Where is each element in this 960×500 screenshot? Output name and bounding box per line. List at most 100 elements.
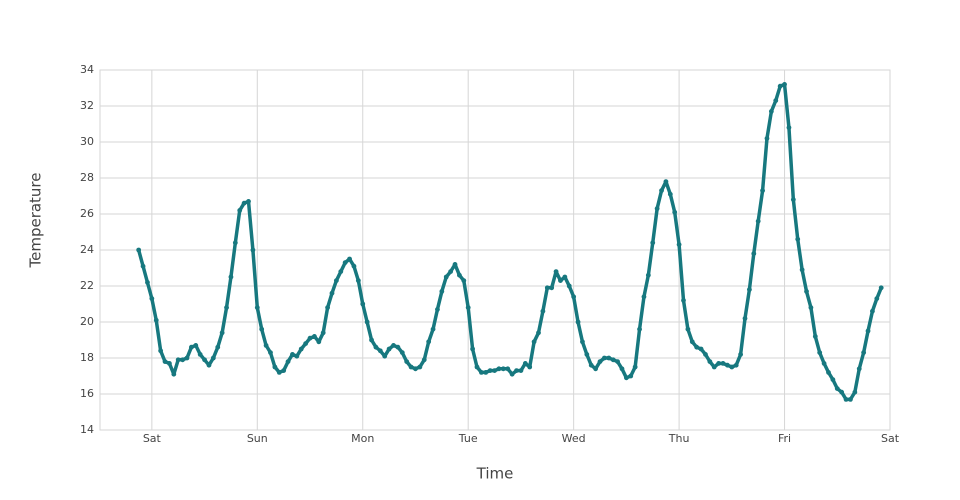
marker [153,317,159,323]
marker [202,357,207,363]
marker [738,352,744,357]
marker [307,335,313,341]
marker [509,371,515,377]
marker [294,353,300,359]
marker [492,368,497,373]
marker [667,191,673,197]
marker [246,199,251,204]
marker [167,361,172,366]
x-axis-title: Time [476,465,514,483]
marker [219,330,225,336]
marker [768,109,774,114]
marker [729,364,735,370]
marker [790,197,796,203]
marker [602,355,607,361]
marker [707,359,713,364]
marker [325,305,330,310]
marker [184,355,190,361]
marker [852,389,858,395]
marker [834,386,840,391]
marker [228,274,234,280]
marker [632,364,638,370]
marker [232,240,238,246]
marker [505,366,511,372]
marker [672,209,678,215]
marker [817,350,823,355]
marker [175,357,181,363]
marker [878,285,884,291]
marker [874,296,880,301]
y-tick-label: 34 [80,63,94,76]
marker [272,364,278,370]
marker [580,339,585,345]
marker [777,83,783,89]
y-tick-label: 32 [80,99,94,112]
y-tick-label: 26 [80,207,94,220]
marker [676,242,682,248]
marker [760,188,765,194]
marker [588,362,594,368]
marker [782,82,787,87]
marker [487,368,493,373]
x-tick-label: Sat [143,432,162,445]
marker [698,346,704,352]
marker [645,272,651,278]
marker [347,256,352,262]
marker [417,364,423,370]
x-tick-label: Sun [247,432,268,445]
marker [716,361,722,366]
marker [531,339,537,345]
marker [812,334,818,339]
marker [408,364,414,370]
marker [250,247,256,253]
marker [276,370,282,375]
marker [720,361,726,366]
marker [870,308,875,314]
y-axis-title: Temperature [27,172,45,268]
marker [689,339,695,345]
marker [623,375,629,381]
marker [215,344,221,350]
marker [421,357,427,363]
line [136,82,883,402]
marker [443,274,449,280]
marker [751,251,757,256]
marker [439,289,445,294]
marker [399,350,405,355]
marker [659,188,664,194]
marker [263,343,269,348]
marker [395,344,401,350]
marker [821,361,827,366]
marker [162,359,168,364]
marker [478,370,484,375]
marker [606,355,612,361]
marker [764,136,770,141]
marker [465,305,471,310]
marker [237,208,243,213]
marker [338,269,344,274]
marker [461,278,467,283]
marker [210,355,216,361]
marker [808,305,814,310]
x-tick-label: Wed [562,432,586,445]
marker [435,307,440,312]
marker [755,218,761,224]
y-tick-label: 28 [80,171,94,184]
marker [865,328,871,334]
marker [861,350,867,355]
marker [369,337,374,343]
y-tick-label: 30 [80,135,94,148]
marker [259,326,265,332]
marker [848,397,853,402]
x-tick-label: Mon [351,432,374,445]
marker [637,326,642,332]
marker [474,364,480,370]
marker [839,389,845,395]
y-tick-label: 18 [80,351,94,364]
marker [145,280,150,285]
marker [597,359,603,364]
marker [426,339,432,345]
marker [650,240,656,246]
marker [386,346,392,352]
